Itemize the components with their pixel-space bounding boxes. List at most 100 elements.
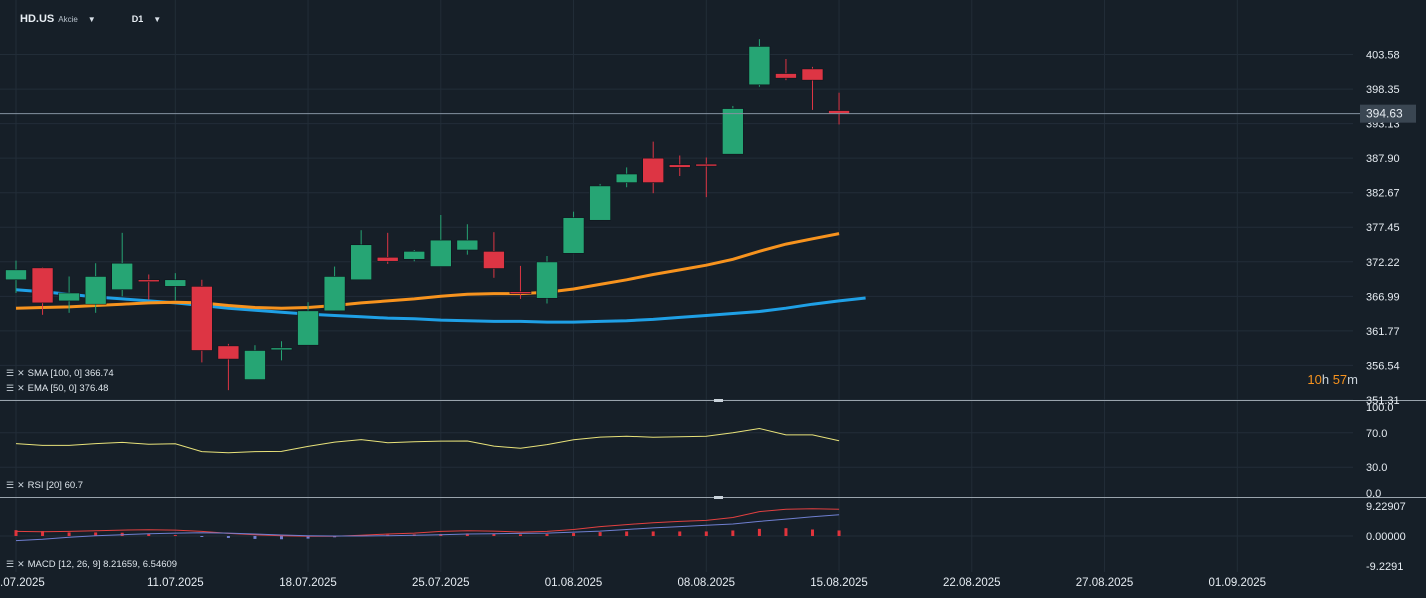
candle[interactable]	[589, 185, 611, 221]
candle[interactable]	[84, 276, 107, 305]
bar-countdown: 10h 57m	[1307, 372, 1358, 387]
candle[interactable]	[536, 261, 558, 299]
macd-signal-line	[15, 514, 840, 542]
price-axis-tick-label: 382.67	[1366, 188, 1400, 200]
candle[interactable]	[270, 347, 293, 351]
symbol-label[interactable]: HD.US	[20, 13, 55, 25]
macd-histogram-bar	[545, 534, 549, 536]
date-axis-tick-label: 01.09.2025	[1209, 577, 1267, 589]
candle[interactable]	[350, 244, 372, 281]
price-axis-tick-label: 393.13	[1366, 119, 1400, 131]
macd-histogram-bar	[306, 536, 310, 539]
close-icon[interactable]: ✕	[17, 559, 25, 569]
macd-histogram-bar	[147, 533, 151, 536]
macd-histogram-bar	[280, 536, 283, 540]
macd-histogram-bar	[784, 528, 788, 536]
candle[interactable]	[562, 217, 585, 254]
price-axis-tick-label: 387.90	[1366, 153, 1400, 165]
candle[interactable]	[164, 279, 187, 287]
macd-histogram-bar	[757, 528, 761, 536]
macd-histogram-bar	[811, 529, 814, 536]
macd-histogram-bar	[67, 532, 71, 536]
macd-legend: ☰ ✕ MACD [12, 26, 9] 8.21659, 6.54609	[6, 559, 177, 570]
candle[interactable]	[509, 291, 532, 294]
candle[interactable]	[403, 251, 426, 260]
candle[interactable]	[5, 269, 27, 281]
countdown-h-unit: h	[1321, 372, 1330, 387]
countdown-hours: 10	[1307, 372, 1322, 387]
settings-icon[interactable]: ☰	[6, 383, 15, 393]
rsi-axis-tick-label: 30.0	[1366, 462, 1387, 474]
candle[interactable]	[111, 262, 133, 290]
sma-legend: ☰ ✕ SMA [100, 0] 366.74	[6, 368, 114, 379]
macd-histogram-bar	[200, 536, 204, 537]
candle[interactable]	[801, 68, 824, 81]
macd-axis-tick-label: -9.2291	[1366, 561, 1403, 573]
candle[interactable]	[483, 251, 505, 269]
rsi-legend-label: RSI [20] 60.7	[27, 480, 84, 491]
price-axis-tick-label: 403.58	[1366, 50, 1400, 62]
sma-legend-label: SMA [100, 0] 366.74	[27, 368, 114, 379]
date-axis-tick-label: 27.08.2025	[1076, 577, 1134, 589]
candle[interactable]	[376, 256, 399, 262]
candle[interactable]	[297, 310, 319, 346]
macd-histogram-bar	[651, 531, 655, 536]
settings-icon[interactable]: ☰	[6, 368, 15, 378]
candle[interactable]	[323, 276, 346, 312]
pane-resize-handle[interactable]	[714, 399, 723, 402]
symbol-dropdown-caret-down-icon[interactable]: ▼	[87, 14, 96, 24]
price-axis-tick-label: 351.31	[1366, 395, 1400, 407]
candle[interactable]	[456, 239, 479, 251]
candle[interactable]	[217, 345, 240, 360]
close-icon[interactable]: ✕	[17, 368, 25, 378]
candle[interactable]	[58, 292, 80, 302]
price-axis-tick-label: 377.45	[1366, 222, 1400, 234]
timeframe-dropdown-caret-down-icon[interactable]: ▼	[153, 14, 162, 24]
macd-histogram-bar	[253, 536, 257, 539]
macd-histogram-bar	[731, 530, 735, 536]
date-axis-tick-label: 03.07.2025	[0, 577, 45, 589]
date-axis-tick-label: 18.07.2025	[279, 577, 337, 589]
current-price-label: 394.63	[1366, 107, 1403, 121]
date-axis-tick-label: 01.08.2025	[545, 577, 603, 589]
candle[interactable]	[748, 46, 771, 86]
ema-legend-label: EMA [50, 0] 376.48	[27, 383, 109, 394]
macd-axis-tick-label: 0.00000	[1366, 531, 1406, 543]
candle[interactable]	[137, 279, 160, 283]
macd-histogram-bar	[14, 530, 18, 536]
settings-icon[interactable]: ☰	[6, 559, 15, 569]
macd-axis-tick-label: 9.22907	[1366, 501, 1406, 513]
candle[interactable]	[695, 163, 718, 167]
candle[interactable]	[668, 164, 691, 168]
candle[interactable]	[31, 267, 54, 304]
macd-histogram-bar	[678, 531, 682, 536]
candle[interactable]	[429, 239, 452, 267]
candle[interactable]	[722, 108, 744, 155]
ema-legend: ☰ ✕ EMA [50, 0] 376.48	[6, 383, 108, 394]
timeframe-label[interactable]: D1	[131, 14, 144, 24]
macd-histogram-bar	[492, 533, 496, 536]
close-icon[interactable]: ✕	[17, 480, 25, 490]
candle[interactable]	[775, 73, 797, 79]
price-axis-tick-label: 361.77	[1366, 326, 1400, 338]
macd-legend-label: MACD [12, 26, 9] 8.21659, 6.54609	[27, 559, 178, 570]
rsi-line	[15, 427, 840, 454]
rsi-axis-tick-label: 100.0	[1366, 402, 1394, 414]
candle[interactable]	[244, 350, 266, 380]
pane-resize-handle[interactable]	[714, 496, 723, 499]
rsi-axis-tick-label: 70.0	[1366, 428, 1387, 440]
candle[interactable]	[615, 173, 638, 183]
candle[interactable]	[191, 286, 213, 351]
candle[interactable]	[642, 157, 665, 183]
settings-icon[interactable]: ☰	[6, 480, 15, 490]
close-icon[interactable]: ✕	[17, 383, 25, 393]
macd-line	[15, 508, 840, 537]
macd-histogram-bar	[572, 533, 576, 536]
date-axis-tick-label: 11.07.2025	[147, 577, 204, 589]
macd-histogram-bar	[625, 531, 629, 536]
macd-histogram-bar	[173, 535, 177, 537]
rsi-axis-tick-label: 0.0	[1366, 488, 1381, 500]
price-axis-tick-label: 356.54	[1366, 360, 1400, 372]
price-axis-tick-label: 398.35	[1366, 84, 1400, 96]
